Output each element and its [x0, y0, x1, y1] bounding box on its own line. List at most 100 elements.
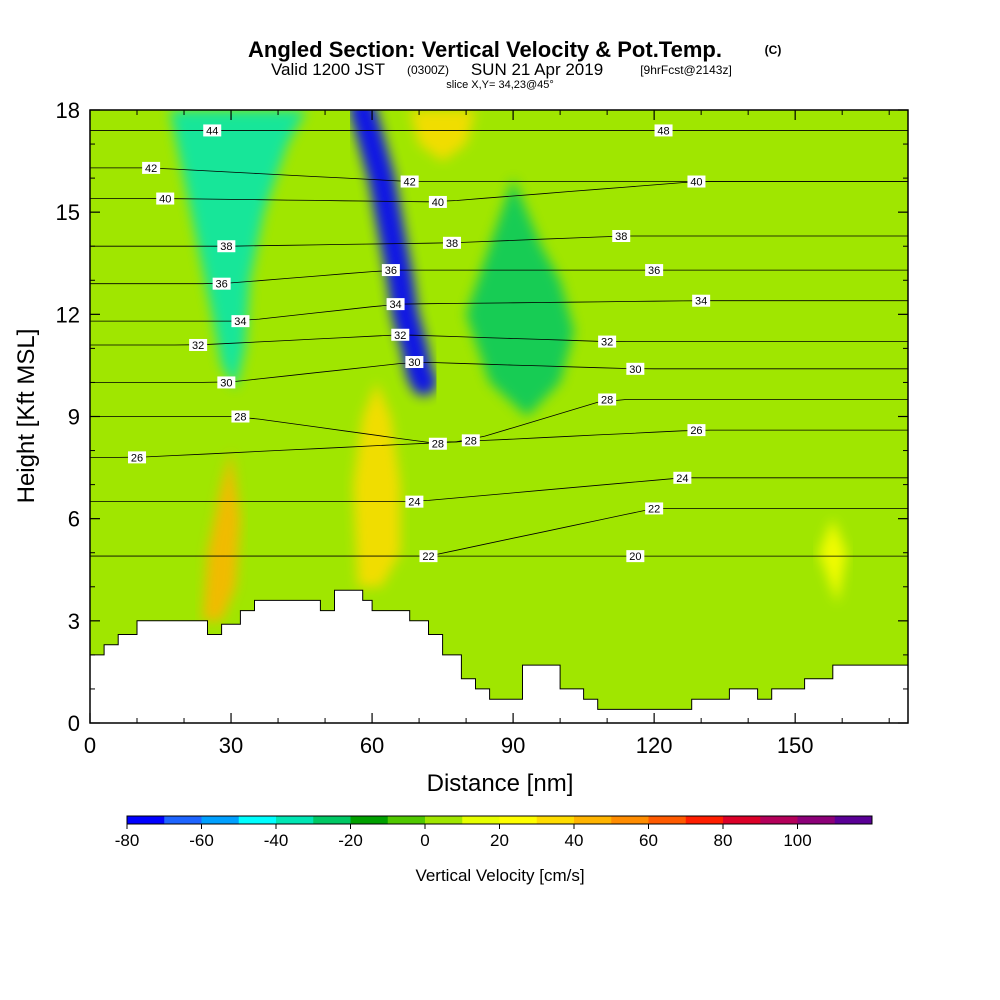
isotherm-line-32 — [90, 334, 908, 346]
colorbar-tick-label: -80 — [115, 831, 140, 850]
isotherm-label-text: 42 — [404, 177, 416, 189]
isotherm-label: 30 — [217, 376, 236, 389]
isotherm-label-text: 32 — [192, 340, 204, 352]
isotherm-label-text: 32 — [394, 330, 406, 342]
isotherm-label-text: 38 — [446, 238, 458, 250]
colorbar-swatch — [723, 816, 761, 824]
y-axis-label: Height [Kft MSL] — [13, 329, 40, 504]
colorbar-swatch — [201, 816, 240, 824]
velocity-region-w-down-left-band — [169, 110, 307, 390]
x-axis-label: Distance [nm] — [427, 770, 574, 797]
isotherm-label: 28 — [231, 410, 250, 424]
isotherm-label: 38 — [612, 230, 631, 243]
isotherm-label: 26 — [687, 424, 706, 437]
isotherm-label: 40 — [687, 175, 706, 189]
y-tick-label: 9 — [68, 405, 80, 430]
isotherm-line-24 — [90, 477, 908, 502]
slice-label: slice X,Y= 34,23@45° — [446, 79, 554, 91]
isotherm-line-26 — [90, 429, 908, 458]
isotherm-label-text: 30 — [220, 377, 232, 389]
isotherm-label: 40 — [156, 192, 175, 206]
colorbar-swatch — [797, 816, 836, 824]
isotherm-label-text: 26 — [131, 452, 143, 464]
colorbar-swatch — [536, 816, 575, 824]
colorbar-tick-label: 40 — [565, 831, 584, 850]
isotherm-label: 30 — [405, 356, 424, 369]
colorbar: -80 -60 -40 -20 0 20 40 60 80 100 — [115, 815, 873, 850]
isotherm-label: 32 — [391, 328, 410, 342]
isotherm-label-text: 40 — [690, 177, 702, 189]
isotherm-label-text: 22 — [422, 551, 434, 563]
isotherm-labels: 20 22 22 24 24 26 26 28 28 28 28 30 30 30 32 32 32 34 34 34… — [128, 124, 711, 563]
isotherm-label-text: 24 — [676, 473, 688, 485]
velocity-region-w-down-right — [466, 178, 575, 417]
isotherm-label: 36 — [645, 264, 664, 277]
isotherm-label: 34 — [231, 315, 250, 328]
isotherm-label-text: 48 — [657, 125, 669, 137]
isotherm-label-text: 36 — [216, 279, 228, 291]
isotherm-label-text: 34 — [234, 316, 246, 328]
colorbar-swatch — [499, 816, 538, 824]
isotherm-label-text: 24 — [408, 497, 420, 509]
y-tick-label: 15 — [56, 200, 80, 225]
colorbar-swatch — [574, 816, 612, 824]
colorbar-tick-label: -60 — [189, 831, 214, 850]
isotherm-label-text: 30 — [408, 357, 420, 369]
y-tick-label: 18 — [56, 98, 80, 123]
isotherm-label: 24 — [673, 471, 692, 485]
x-tick-label: 120 — [636, 733, 673, 758]
isotherm-label-text: 34 — [389, 299, 401, 311]
y-tick-label: 3 — [68, 609, 80, 634]
colorbar-swatch — [276, 816, 314, 824]
velocity-region-w-up-right-blob — [818, 518, 847, 604]
isotherm-label: 28 — [428, 437, 447, 451]
isotherm-label-text: 36 — [648, 265, 660, 277]
colorbar-swatch — [834, 816, 873, 824]
colorbar-swatch — [462, 816, 500, 824]
isotherm-label-text: 28 — [432, 439, 444, 451]
subtitle-utc: (0300Z) — [407, 63, 449, 77]
subtitle-forecast: [9hrFcst@2143z] — [640, 63, 732, 77]
isotherm-label: 34 — [692, 294, 711, 308]
isotherm-label: 42 — [142, 161, 161, 175]
isotherm-line-34 — [90, 300, 908, 322]
velocity-region-w-up-left-column — [202, 450, 241, 621]
isotherm-label: 22 — [419, 550, 438, 563]
colorbar-swatch — [350, 816, 389, 824]
colorbar-swatch — [685, 816, 724, 824]
isotherm-label-text: 26 — [690, 425, 702, 437]
isotherm-label: 38 — [217, 240, 236, 253]
colorbar-swatch — [238, 816, 277, 824]
y-tick-label: 12 — [56, 302, 80, 327]
isotherm-label-text: 30 — [629, 364, 641, 376]
colorbar-tick-label: 80 — [714, 831, 733, 850]
isotherm-label-text: 44 — [206, 125, 218, 137]
colorbar-swatch — [127, 816, 165, 824]
colorbar-tick-label: -40 — [264, 831, 289, 850]
chart-title: Angled Section: Vertical Velocity & Pot.… — [248, 37, 722, 62]
isotherm-label-text: 22 — [648, 503, 660, 515]
y-tick-label: 6 — [68, 507, 80, 532]
x-axis: 0 30 60 90 120 150 — [84, 110, 890, 758]
subtitle-valid: Valid 1200 JST — [271, 60, 385, 79]
subtitle-date: SUN 21 Apr 2019 — [471, 60, 603, 79]
isotherm-line-22 — [90, 508, 908, 557]
isotherm-label: 26 — [128, 451, 147, 464]
colorbar-swatch — [425, 816, 463, 824]
x-tick-label: 0 — [84, 733, 96, 758]
velocity-region-w-up-top — [409, 110, 476, 162]
isotherm-label-text: 20 — [629, 551, 641, 563]
isotherm-label: 30 — [626, 362, 645, 376]
colorbar-tick-label: 100 — [783, 831, 811, 850]
isotherm-label-text: 28 — [234, 412, 246, 424]
title-block: Angled Section: Vertical Velocity & Pot.… — [248, 37, 781, 91]
isotherm-label: 32 — [189, 338, 208, 352]
x-tick-label: 60 — [360, 733, 384, 758]
isotherm-label: 20 — [626, 550, 645, 563]
isotherm-label: 48 — [654, 124, 673, 137]
isotherm-label: 22 — [645, 502, 664, 515]
isotherm-label: 38 — [442, 236, 461, 250]
isotherm-label-text: 40 — [159, 194, 171, 206]
isotherm-label-text: 38 — [615, 231, 627, 243]
isotherm-label: 36 — [212, 277, 231, 291]
